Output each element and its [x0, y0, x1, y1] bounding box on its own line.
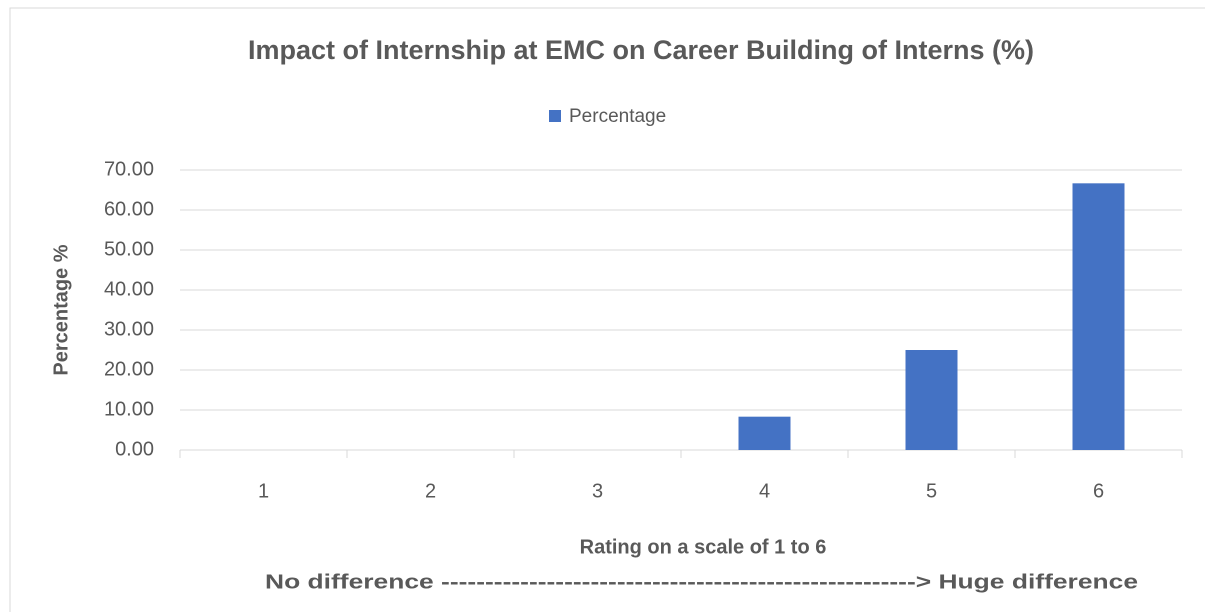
y-tick-label: 0.00 — [115, 438, 154, 460]
chart-title: Impact of Internship at EMC on Career Bu… — [248, 35, 1034, 65]
x-tick-label: 2 — [425, 480, 436, 502]
x-axis-title: Rating on a scale of 1 to 6 — [580, 536, 827, 558]
x-tick-label: 5 — [926, 480, 937, 502]
x-tick-label: 3 — [592, 480, 603, 502]
y-tick-label: 20.00 — [104, 358, 154, 380]
x-tick-label: 1 — [258, 480, 269, 502]
annotation: No difference --------------------------… — [265, 571, 1138, 593]
y-tick-label: 70.00 — [104, 158, 154, 180]
y-axis-title: Percentage % — [50, 244, 72, 375]
y-tick-label: 30.00 — [104, 318, 154, 340]
y-tick-label: 60.00 — [104, 198, 154, 220]
bar — [738, 416, 791, 450]
y-tick-label: 50.00 — [104, 238, 154, 260]
bar — [905, 350, 958, 450]
bar — [1072, 183, 1125, 450]
y-tick-label: 40.00 — [104, 278, 154, 300]
y-tick-label: 10.00 — [104, 398, 154, 420]
x-tick-label: 6 — [1093, 480, 1104, 502]
legend-swatch — [549, 110, 561, 122]
legend-label: Percentage — [569, 106, 666, 127]
x-tick-label: 4 — [759, 480, 770, 502]
chart-frame — [9, 7, 1205, 612]
